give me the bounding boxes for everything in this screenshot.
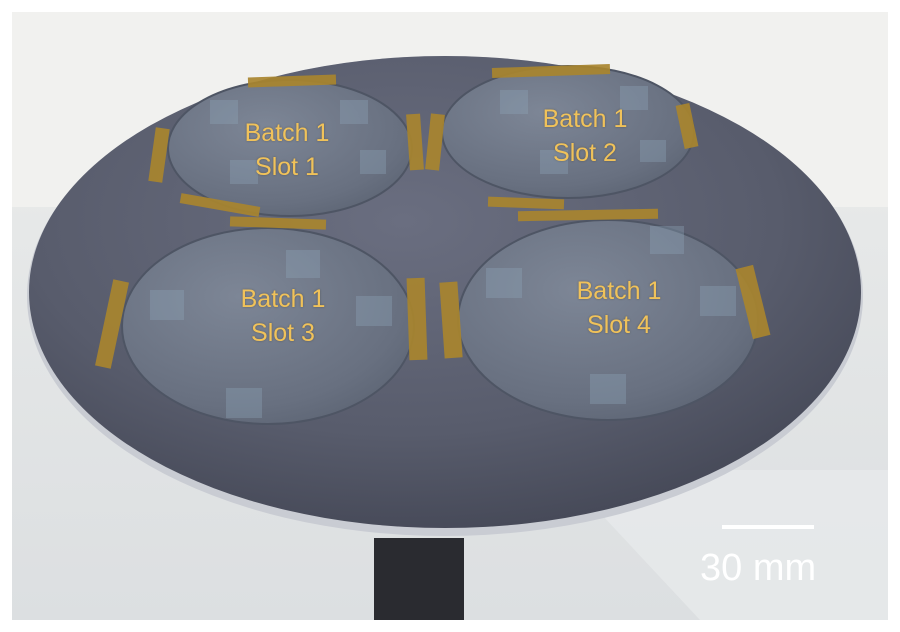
sample-label-3: Batch 1 Slot 3: [198, 282, 368, 350]
sample-label-1-line2: Slot 1: [255, 153, 319, 181]
sample-label-2: Batch 1 Slot 2: [500, 102, 670, 170]
sample-label-2-line2: Slot 2: [553, 139, 617, 167]
sample-label-4-line1: Batch 1: [576, 277, 662, 305]
kapton-tape: [95, 63, 771, 369]
scale-bar: [722, 525, 814, 529]
sample-label-2-line1: Batch 1: [542, 105, 628, 133]
sample-label-4-line2: Slot 4: [587, 311, 651, 339]
test-pads: [150, 86, 736, 418]
sample-label-1-line1: Batch 1: [244, 119, 330, 147]
sample-label-1: Batch 1 Slot 1: [202, 116, 372, 184]
sample-label-3-line1: Batch 1: [240, 285, 326, 313]
sample-label-3-line2: Slot 3: [251, 319, 315, 347]
scale-bar-label: 30 mm: [700, 547, 817, 589]
wafer-stand: [374, 538, 464, 620]
sample-label-4: Batch 1 Slot 4: [534, 274, 704, 342]
